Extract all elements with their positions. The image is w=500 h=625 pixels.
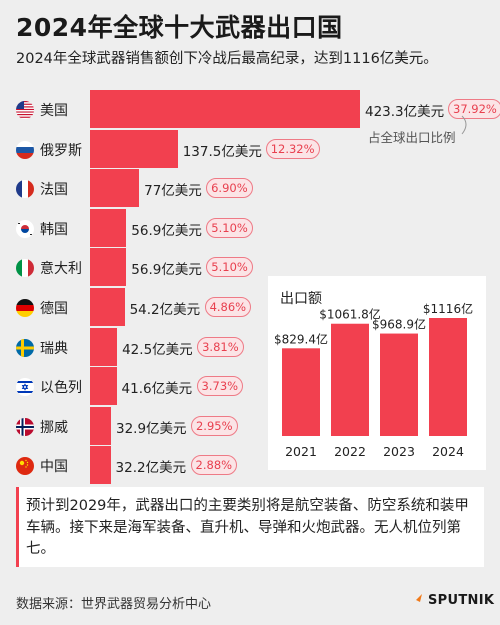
country-label: 以色列 [40, 380, 82, 397]
year-tick-label: 2024 [432, 444, 464, 459]
country-row: 挪威 32.9亿美元 2.95% [0, 406, 500, 447]
year-tick-label: 2023 [383, 444, 415, 459]
country-label: 瑞典 [40, 340, 68, 357]
yearly-export-chart: $829.4亿 2021 $1061.8亿 2022 $968.9亿 2023 $1116亿… [274, 301, 473, 459]
country-bar [90, 446, 111, 485]
us-flag-icon [16, 101, 34, 119]
country-row: 以色列 41.6亿美元 3.73% [0, 367, 500, 407]
country-label: 美国 [40, 103, 68, 119]
share-annotation: 占全球出口比例 [368, 130, 456, 145]
country-label: 法国 [40, 182, 68, 199]
value-label: 32.9亿美元 [115, 420, 187, 437]
year-value-label: $1116亿 [423, 301, 473, 316]
year-bar [331, 323, 369, 436]
country-bar [90, 367, 117, 406]
korea-flag-icon [16, 219, 34, 238]
share-badge: 5.10% [206, 217, 253, 238]
country-row: 瑞典 42.5亿美元 3.81% [0, 327, 500, 368]
share-badge: 37.92% [448, 99, 500, 119]
country-label: 挪威 [40, 419, 68, 436]
country-bar [90, 208, 127, 247]
note-text: 预计到2029年，武器出口的主要类别将是航空装备、防空系统和装甲车辆。接下来是海… [26, 498, 469, 557]
share-badge: 2.88% [190, 455, 238, 476]
country-label: 中国 [40, 459, 68, 476]
share-badge: 5.10% [206, 257, 253, 278]
country-bar [90, 406, 111, 445]
country-label: 韩国 [40, 221, 68, 238]
share-badge: 12.32% [265, 138, 320, 159]
forecast-note: 预计到2029年，武器出口的主要类别将是航空装备、防空系统和装甲车辆。接下来是海… [16, 487, 484, 567]
value-label: 423.3亿美元 [365, 104, 445, 120]
country-bar [90, 248, 127, 287]
value-label: 77亿美元 [144, 183, 202, 200]
annotation-connector [461, 115, 467, 135]
country-row: 法国 77亿美元 6.90% [0, 169, 500, 209]
country-row: 韩国 56.9亿美元 5.10% [0, 208, 500, 249]
share-badge: 4.86% [204, 297, 252, 317]
country-bar [90, 169, 140, 208]
note-accent-bar [16, 487, 19, 567]
year-tick-label: 2022 [334, 444, 366, 459]
value-label: 56.9亿美元 [131, 222, 202, 239]
value-label: 42.5亿美元 [122, 341, 193, 358]
page-title: 2024年全球十大武器出口国 [16, 13, 343, 42]
china-flag-icon [16, 457, 34, 476]
germany-flag-icon [16, 299, 34, 317]
country-row: 美国 423.3亿美元 37.92% [0, 90, 500, 130]
country-bar [90, 327, 118, 366]
arrow-logo-icon [410, 594, 422, 606]
country-bar [90, 90, 360, 128]
norway-flag-icon [16, 417, 34, 436]
export-total-panel: 出口额 $829.4亿 2021 $1061.8亿 2022 $968.9亿 2023 $1… [268, 276, 486, 470]
country-row: 德国 54.2亿美元 4.86% [0, 288, 500, 328]
country-label: 俄罗斯 [40, 142, 82, 159]
country-label: 德国 [40, 301, 68, 317]
panel-title: 出口额 [280, 291, 322, 307]
value-label: 56.9亿美元 [131, 262, 202, 279]
annotation-curve [461, 115, 467, 135]
share-badge: 6.90% [206, 178, 253, 199]
year-bar [282, 348, 320, 436]
share-badge: 3.73% [196, 376, 244, 397]
sweden-flag-icon [16, 338, 34, 357]
share-badge: 2.95% [190, 415, 238, 436]
value-label: 32.2亿美元 [115, 460, 187, 477]
source-text: 数据来源：世界武器贸易分析中心 [16, 597, 212, 612]
share-badge: 3.81% [197, 336, 244, 357]
russia-flag-icon [16, 140, 34, 159]
year-bar [380, 333, 418, 436]
israel-flag-icon [16, 378, 34, 397]
logo-text: SPUTNIK [428, 592, 495, 608]
italy-flag-icon [16, 259, 34, 278]
value-label: 137.5亿美元 [182, 143, 262, 160]
year-value-label: $968.9亿 [372, 317, 426, 332]
country-bar [90, 129, 178, 168]
country-row: 中国 32.2亿美元 2.88% [0, 446, 500, 486]
country-row: 意大利 56.9亿美元 5.10% [0, 248, 500, 288]
france-flag-icon [16, 180, 34, 199]
value-label: 54.2亿美元 [129, 302, 201, 318]
year-tick-label: 2021 [285, 444, 317, 459]
sputnik-logo: SPUTNIK [408, 589, 494, 611]
year-value-label: $1061.8亿 [319, 307, 381, 322]
year-value-label: $829.4亿 [274, 331, 328, 346]
country-label: 意大利 [40, 261, 82, 278]
year-bar [429, 318, 467, 436]
page-subtitle: 2024年全球武器销售额创下冷战后最高纪录，达到1116亿美元。 [16, 51, 438, 67]
country-bar [90, 288, 125, 326]
country-row: 俄罗斯 137.5亿美元 12.32% [0, 129, 500, 170]
value-label: 41.6亿美元 [121, 381, 193, 398]
